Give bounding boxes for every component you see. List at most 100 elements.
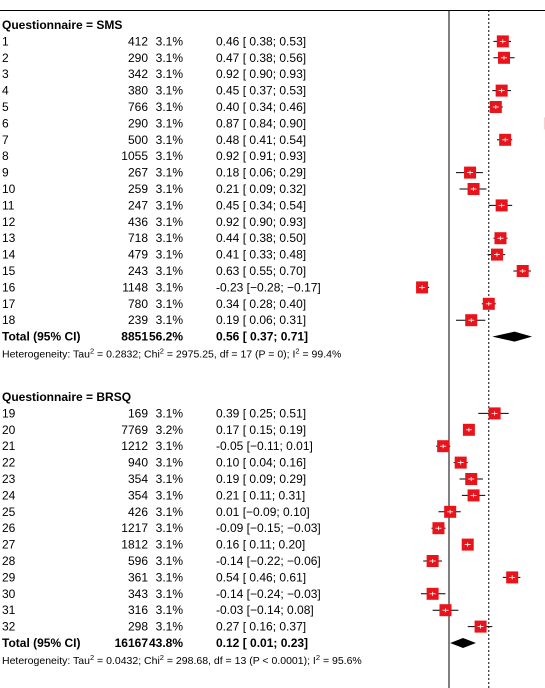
study-estimate-text: 0.45 [ 0.37; 0.53] — [216, 84, 306, 98]
study-n: 342 — [128, 67, 148, 81]
study-estimate-text: 0.87 [ 0.84; 0.90] — [216, 116, 306, 130]
study-n: 596 — [128, 554, 148, 568]
study-label: 2 — [2, 51, 9, 65]
study-estimate-text: -0.14 [−0.24; −0.03] — [216, 587, 321, 601]
total-estimate-text: 0.12 [ 0.01; 0.23] — [216, 636, 308, 650]
study-n: 7769 — [121, 423, 148, 437]
study-label: 13 — [2, 231, 16, 245]
study-label: 10 — [2, 182, 16, 196]
study-weight: 3.1% — [156, 554, 184, 568]
study-n: 343 — [128, 587, 148, 601]
study-label: 17 — [2, 297, 16, 311]
study-estimate-text: 0.27 [ 0.16; 0.37] — [216, 620, 306, 634]
study-weight: 3.1% — [156, 603, 184, 617]
study-n: 354 — [128, 472, 148, 486]
study-label: 3 — [2, 67, 9, 81]
study-n: 259 — [128, 182, 148, 196]
study-n: 169 — [128, 406, 148, 420]
study-label: 29 — [2, 570, 16, 584]
total-weight: 56.2% — [149, 330, 183, 344]
study-n: 290 — [128, 51, 148, 65]
total-label: Total (95% CI) — [2, 330, 80, 344]
study-n: 718 — [128, 231, 148, 245]
study-estimate-text: 0.40 [ 0.34; 0.46] — [216, 100, 306, 114]
study-estimate-text: 0.92 [ 0.90; 0.93] — [216, 67, 306, 81]
study-estimate-text: 0.10 [ 0.04; 0.16] — [216, 456, 306, 470]
total-n: 16167 — [115, 636, 149, 650]
study-estimate-text: 0.48 [ 0.41; 0.54] — [216, 133, 306, 147]
study-label: 9 — [2, 166, 9, 180]
study-weight: 3.1% — [156, 231, 184, 245]
study-estimate-text: 0.92 [ 0.91; 0.93] — [216, 149, 306, 163]
total-n: 8851 — [121, 330, 148, 344]
heterogeneity-text: Heterogeneity: Tau2 = 0.2832; Chi2 = 297… — [2, 347, 341, 361]
study-weight: 3.1% — [156, 182, 184, 196]
study-weight: 3.1% — [156, 456, 184, 470]
study-n: 316 — [128, 603, 148, 617]
study-weight: 3.1% — [156, 100, 184, 114]
study-weight: 3.1% — [156, 570, 184, 584]
study-weight: 3.1% — [156, 297, 184, 311]
study-weight: 3.1% — [156, 521, 184, 535]
study-n: 436 — [128, 215, 148, 229]
study-weight: 3.1% — [156, 149, 184, 163]
study-label: 20 — [2, 423, 16, 437]
study-weight: 3.1% — [156, 198, 184, 212]
study-weight: 3.1% — [156, 505, 184, 519]
study-weight: 3.1% — [156, 264, 184, 278]
study-weight: 3.1% — [156, 488, 184, 502]
study-n: 239 — [128, 313, 148, 327]
study-label: 7 — [2, 133, 9, 147]
study-label: 15 — [2, 264, 16, 278]
study-label: 27 — [2, 538, 16, 552]
study-n: 479 — [128, 248, 148, 262]
study-weight: 3.1% — [156, 472, 184, 486]
study-estimate-text: 0.47 [ 0.38; 0.56] — [216, 51, 306, 65]
study-weight: 3.1% — [156, 166, 184, 180]
study-n: 766 — [128, 100, 148, 114]
study-estimate-text: 0.18 [ 0.06; 0.29] — [216, 166, 306, 180]
study-label: 11 — [2, 198, 15, 212]
study-n: 247 — [128, 198, 148, 212]
study-weight: 3.1% — [156, 84, 184, 98]
study-n: 1217 — [121, 521, 148, 535]
study-estimate-text: 0.34 [ 0.28; 0.40] — [216, 297, 306, 311]
study-weight: 3.1% — [156, 538, 184, 552]
study-label: 12 — [2, 215, 16, 229]
study-n: 1148 — [122, 280, 148, 294]
study-n: 290 — [128, 116, 148, 130]
study-weight: 3.1% — [156, 587, 184, 601]
study-weight: 3.1% — [156, 116, 184, 130]
total-label: Total (95% CI) — [2, 636, 80, 650]
study-label: 4 — [2, 84, 9, 98]
study-n: 780 — [128, 297, 148, 311]
study-estimate-text: 0.19 [ 0.09; 0.29] — [216, 472, 306, 486]
study-label: 18 — [2, 313, 16, 327]
study-weight: 3.1% — [156, 439, 184, 453]
study-weight: 3.2% — [156, 423, 184, 437]
study-weight: 3.1% — [156, 280, 184, 294]
study-estimate-text: -0.09 [−0.15; −0.03] — [216, 521, 321, 535]
study-n: 940 — [128, 456, 148, 470]
study-n: 267 — [128, 166, 148, 180]
study-weight: 3.1% — [156, 34, 184, 48]
study-weight: 3.1% — [156, 51, 184, 65]
study-estimate-text: 0.16 [ 0.11; 0.20] — [216, 538, 305, 552]
study-estimate-text: 0.39 [ 0.25; 0.51] — [216, 406, 306, 420]
study-weight: 3.1% — [156, 133, 184, 147]
study-label: 31 — [2, 603, 16, 617]
study-label: 6 — [2, 116, 9, 130]
study-label: 14 — [2, 248, 16, 262]
study-n: 354 — [128, 488, 148, 502]
study-label: 8 — [2, 149, 9, 163]
study-estimate-text: 0.21 [ 0.11; 0.31] — [216, 488, 305, 502]
study-n: 412 — [128, 34, 148, 48]
study-n: 361 — [128, 570, 148, 584]
study-weight: 3.1% — [156, 248, 184, 262]
study-label: 21 — [2, 439, 16, 453]
study-n: 1055 — [121, 149, 148, 163]
study-estimate-text: 0.17 [ 0.15; 0.19] — [216, 423, 306, 437]
study-label: 16 — [2, 280, 16, 294]
study-label: 19 — [2, 406, 16, 420]
